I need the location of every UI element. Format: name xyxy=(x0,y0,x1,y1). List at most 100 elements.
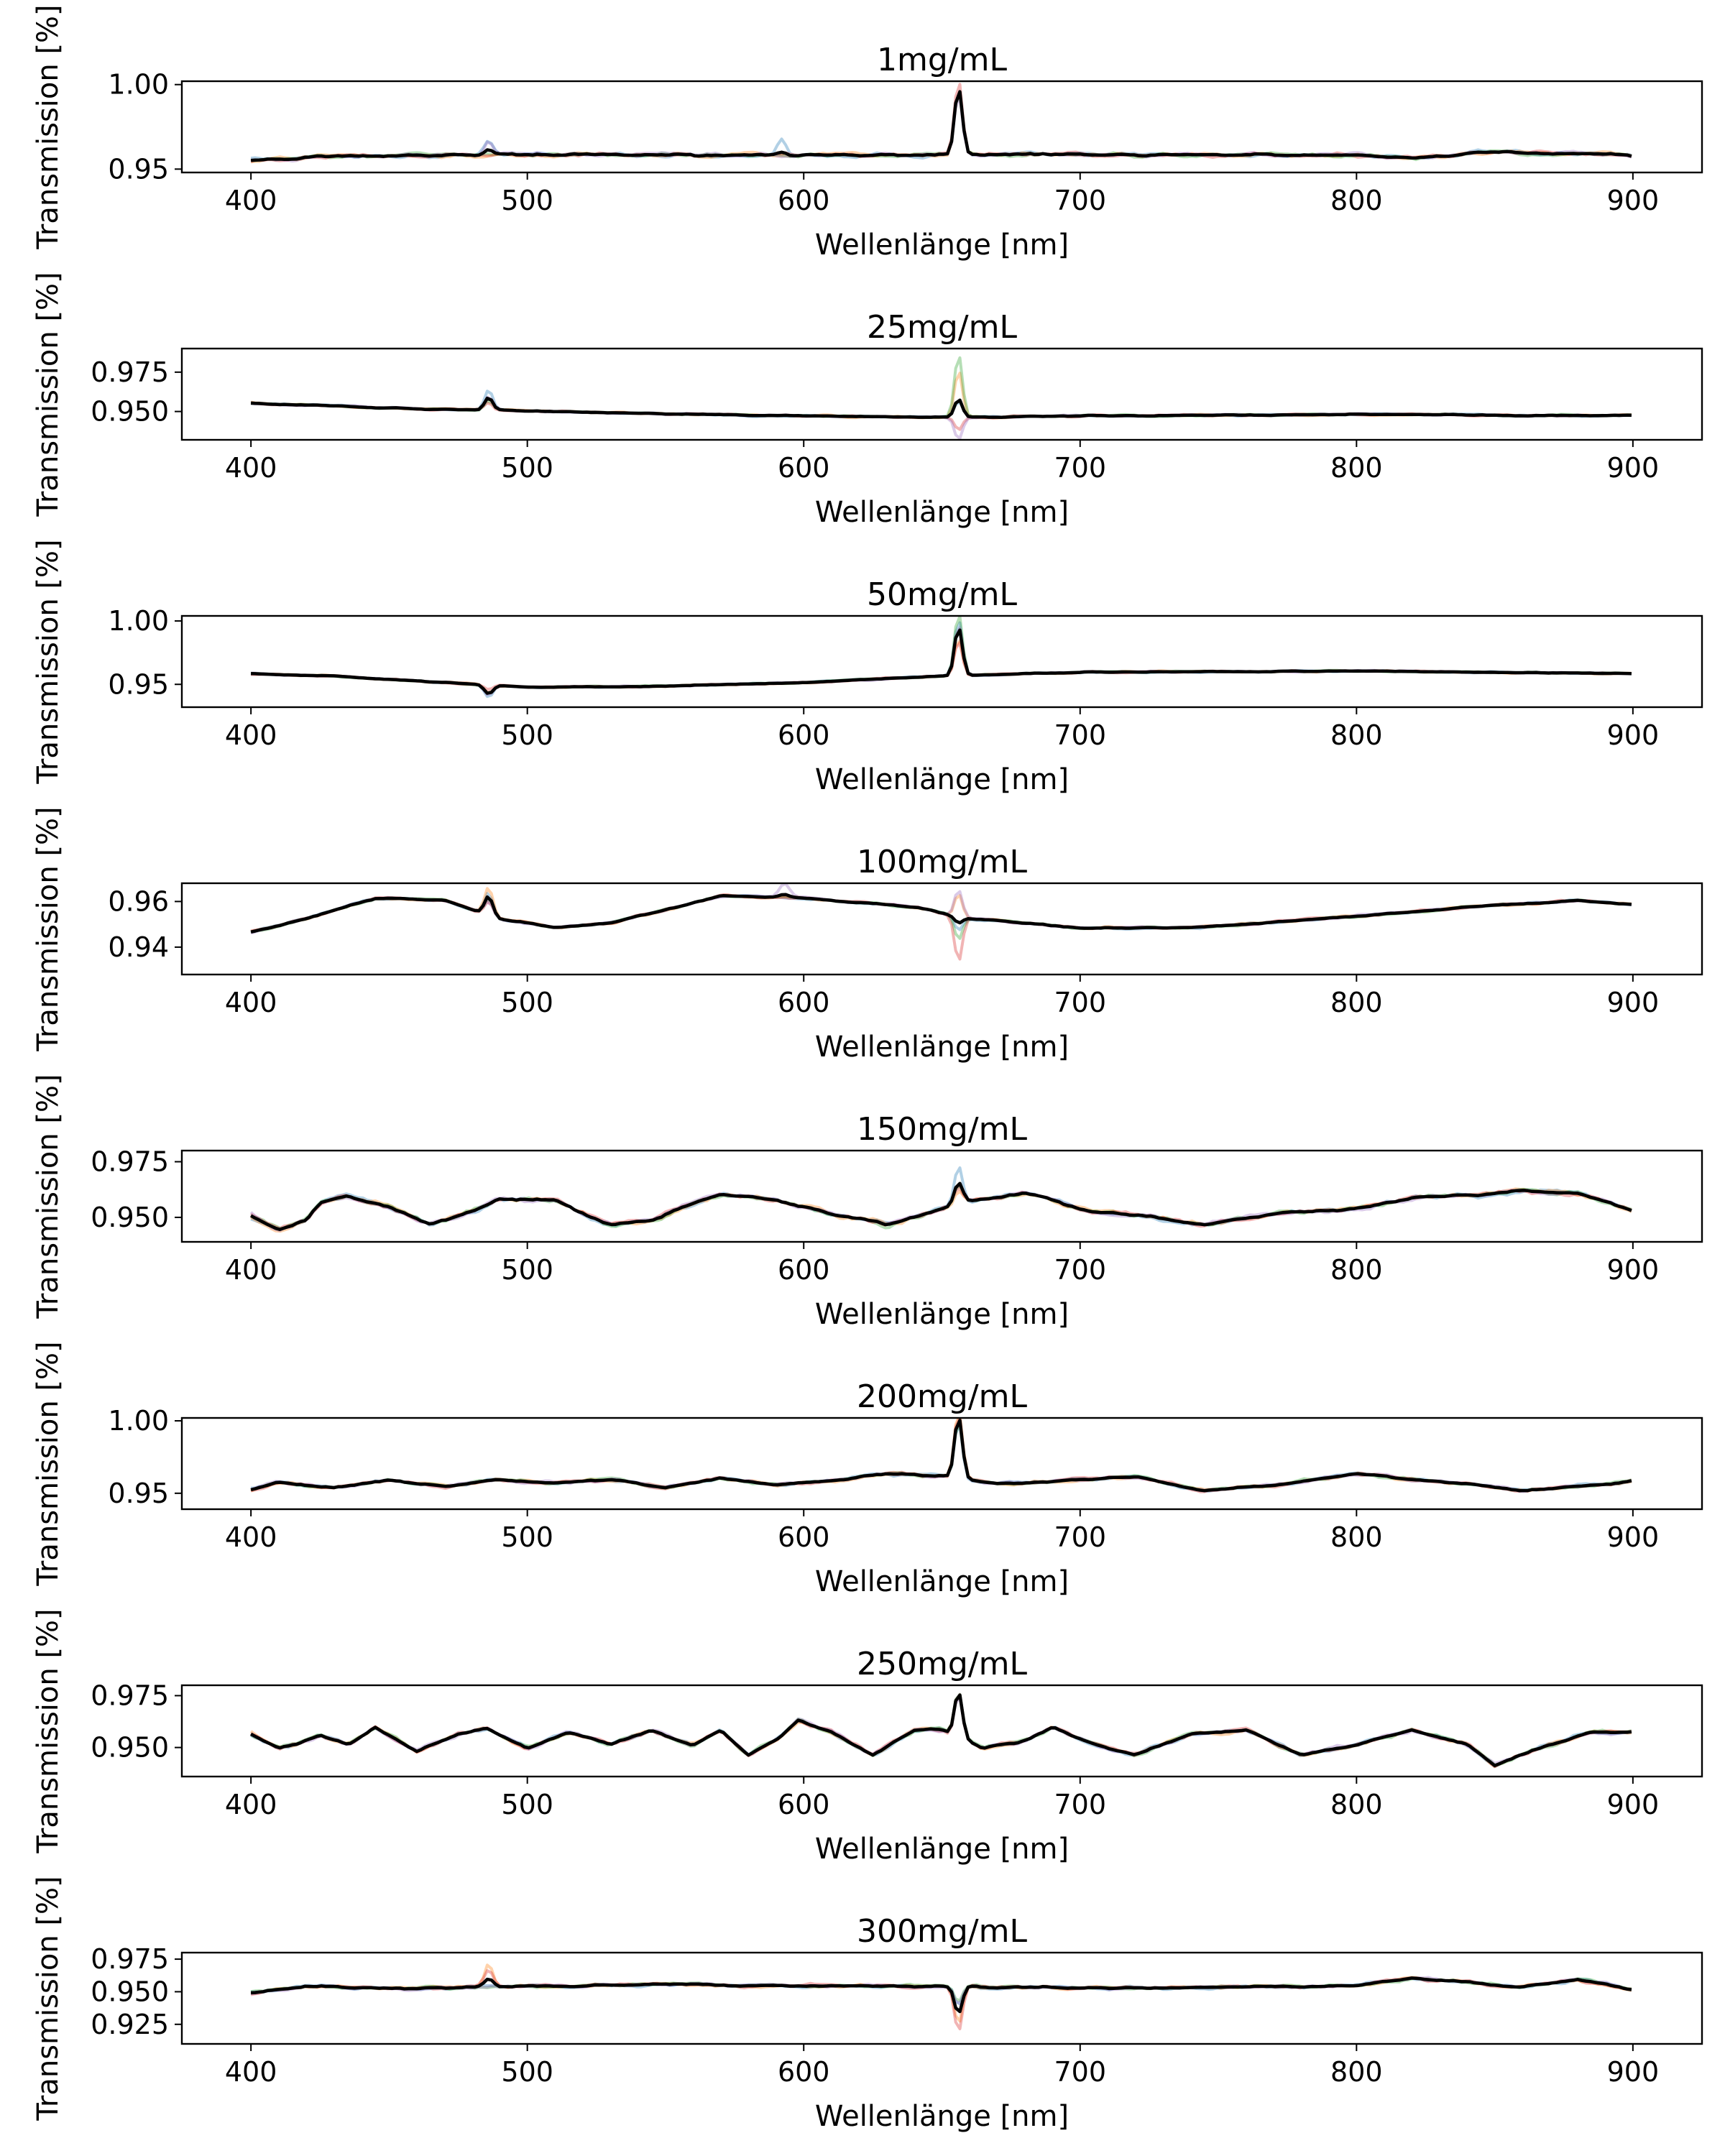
plot-area xyxy=(250,883,1632,961)
y-tick-label: 0.95 xyxy=(108,668,169,700)
mean-series-line xyxy=(250,1419,1632,1493)
subplot-title: 300mg/mL xyxy=(857,1913,1027,1950)
subplot-title: 50mg/mL xyxy=(867,576,1017,613)
plot-area xyxy=(250,356,1632,440)
y-tick-label: 0.95 xyxy=(108,153,169,185)
series-line-1 xyxy=(251,1976,1632,2006)
x-tick-label: 800 xyxy=(1330,719,1383,751)
x-tick-label: 500 xyxy=(501,1521,553,1553)
axes-frame xyxy=(180,80,1703,174)
x-tick-label: 500 xyxy=(501,1789,553,1820)
y-tick-label: 0.975 xyxy=(91,356,169,388)
subplot-5: 400 500 600 700 800 900 0.950 0.975 150mg/mL Well… xyxy=(32,1074,1703,1331)
x-axis-label: Wellenlänge [nm] xyxy=(815,229,1069,262)
x-tick-label: 900 xyxy=(1607,719,1660,751)
x-tick-label: 800 xyxy=(1330,1521,1383,1553)
x-tick-label: 600 xyxy=(778,1521,830,1553)
plot-area xyxy=(250,83,1632,164)
x-tick-label: 600 xyxy=(778,1789,830,1820)
x-tick-label: 600 xyxy=(778,987,830,1018)
x-tick-label: 900 xyxy=(1607,1521,1660,1553)
x-tick-label: 700 xyxy=(1054,452,1107,484)
x-tick-label: 900 xyxy=(1607,452,1660,484)
x-tick-label: 700 xyxy=(1054,719,1107,751)
mean-series-line xyxy=(250,1693,1632,1768)
x-tick-label: 500 xyxy=(501,987,553,1018)
x-tick-label: 500 xyxy=(501,719,553,751)
x-tick-label: 700 xyxy=(1054,1521,1107,1553)
y-tick-label: 0.950 xyxy=(91,1732,169,1764)
x-axis-label: Wellenlänge [nm] xyxy=(815,1298,1069,1331)
x-tick-label: 700 xyxy=(1054,185,1107,216)
subplot-title: 25mg/mL xyxy=(867,309,1017,346)
y-tick-label: 1.00 xyxy=(108,69,169,101)
plot-area xyxy=(249,1166,1632,1233)
axes-frame xyxy=(180,1149,1703,1243)
series-line-3 xyxy=(250,894,1632,940)
series-line-2 xyxy=(250,90,1632,164)
subplot-1: 400 500 600 700 800 900 0.95 1.00 1mg/mL Wellenlä… xyxy=(32,4,1703,262)
y-axis-label: Transmission [%] xyxy=(32,539,65,784)
x-tick-label: 400 xyxy=(225,185,277,216)
x-tick-label: 900 xyxy=(1607,987,1660,1018)
y-axis-label: Transmission [%] xyxy=(32,4,65,249)
series-line-4 xyxy=(250,83,1632,163)
x-tick-label: 500 xyxy=(501,1254,553,1286)
x-tick-label: 400 xyxy=(225,987,277,1018)
x-tick-label: 600 xyxy=(778,185,830,216)
subplot-title: 200mg/mL xyxy=(857,1378,1027,1415)
x-tick-label: 800 xyxy=(1330,185,1383,216)
x-tick-label: 800 xyxy=(1330,2056,1383,2088)
y-axis-label: Transmission [%] xyxy=(32,1876,65,2121)
x-tick-label: 400 xyxy=(225,452,277,484)
x-tick-label: 400 xyxy=(225,719,277,751)
y-tick-label: 0.94 xyxy=(108,931,169,963)
mean-series-line xyxy=(249,1181,1632,1232)
axes-frame xyxy=(180,614,1703,709)
x-tick-label: 500 xyxy=(501,185,553,216)
y-tick-label: 0.975 xyxy=(91,1680,169,1711)
axes-frame xyxy=(180,1684,1703,1778)
axes-frame xyxy=(180,1416,1703,1511)
y-tick-label: 0.950 xyxy=(91,396,169,428)
axes-frame xyxy=(180,882,1703,976)
subplot-title: 150mg/mL xyxy=(857,1111,1027,1148)
x-tick-label: 900 xyxy=(1607,1789,1660,1820)
mean-series-line xyxy=(250,90,1632,162)
x-axis-label: Wellenlänge [nm] xyxy=(815,1565,1069,1598)
x-axis-label: Wellenlänge [nm] xyxy=(815,496,1069,529)
x-tick-label: 900 xyxy=(1607,185,1660,216)
x-axis-label: Wellenlänge [nm] xyxy=(815,2100,1069,2133)
series-line-5 xyxy=(250,96,1632,163)
x-tick-label: 400 xyxy=(225,1254,277,1286)
axes-frame xyxy=(180,347,1703,441)
x-tick-label: 600 xyxy=(778,452,830,484)
y-axis-label: Transmission [%] xyxy=(32,806,65,1051)
y-tick-label: 0.950 xyxy=(91,1976,169,2007)
x-tick-label: 600 xyxy=(778,1254,830,1286)
x-tick-label: 800 xyxy=(1330,987,1383,1018)
x-tick-label: 900 xyxy=(1607,1254,1660,1286)
x-tick-label: 600 xyxy=(778,2056,830,2088)
x-tick-label: 400 xyxy=(225,2056,277,2088)
plot-area xyxy=(250,616,1632,699)
subplot-title: 250mg/mL xyxy=(857,1646,1027,1682)
x-tick-label: 900 xyxy=(1607,2056,1660,2088)
y-axis-label: Transmission [%] xyxy=(32,1341,65,1586)
mean-series-line xyxy=(250,893,1632,934)
plot-area xyxy=(250,1418,1632,1493)
mean-series-line xyxy=(250,396,1632,419)
x-tick-label: 800 xyxy=(1330,452,1383,484)
subplot-title: 1mg/mL xyxy=(877,42,1007,78)
series-line-3 xyxy=(250,92,1632,162)
x-axis-label: Wellenlänge [nm] xyxy=(815,1031,1069,1064)
x-tick-label: 500 xyxy=(501,2056,553,2088)
series-line-2 xyxy=(250,1963,1632,2023)
y-tick-label: 1.00 xyxy=(108,1405,169,1437)
y-tick-label: 0.95 xyxy=(108,1478,169,1509)
y-axis-label: Transmission [%] xyxy=(32,1608,65,1853)
y-axis-label: Transmission [%] xyxy=(32,1074,65,1319)
x-axis-label: Wellenlänge [nm] xyxy=(815,763,1069,796)
